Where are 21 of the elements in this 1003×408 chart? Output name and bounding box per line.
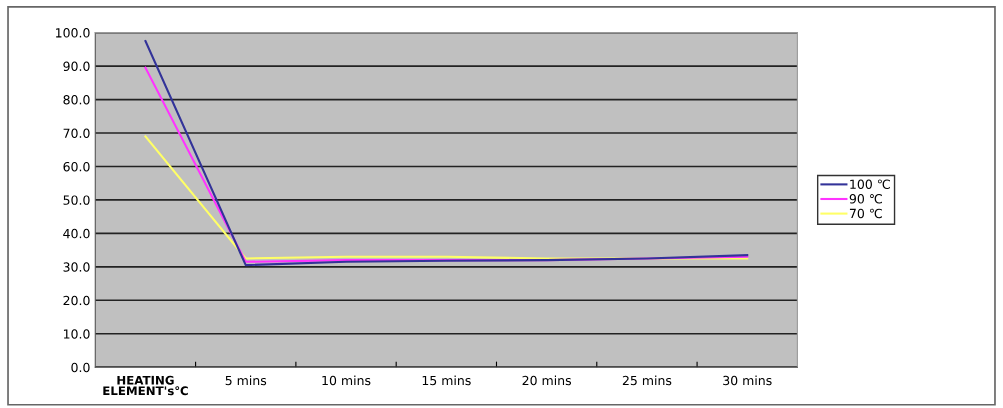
x-tick-label: HEATING ELEMENT's℃ <box>103 375 188 396</box>
x-tick-label: 5 mins <box>225 375 267 386</box>
y-tick-label: 50.0 <box>63 195 90 205</box>
x-tick-label: 10 mins <box>322 375 371 386</box>
x-tick-label: 25 mins <box>622 375 672 386</box>
x-tick-label: 30 mins <box>723 375 772 386</box>
legend-label: 100 ℃ <box>850 179 890 189</box>
x-tick-label: 20 mins <box>522 375 572 386</box>
y-tick-label: 30.0 <box>63 262 90 272</box>
x-tick-label: 15 mins <box>422 375 471 386</box>
y-tick-label: 60.0 <box>63 161 90 172</box>
legend-label: 90 ℃ <box>849 194 882 204</box>
y-tick-label: 90.0 <box>63 61 90 72</box>
y-tick-label: 20.0 <box>63 295 90 306</box>
y-tick-label: 10.0 <box>63 329 90 339</box>
y-tick-label: 0.0 <box>71 362 90 373</box>
y-tick-label: 80.0 <box>63 95 90 105</box>
legend-label: 70 ℃ <box>849 208 882 219</box>
y-tick-label: 70.0 <box>63 128 90 138</box>
y-tick-label: 40.0 <box>63 228 90 239</box>
y-tick-label: 100.0 <box>56 28 90 38</box>
